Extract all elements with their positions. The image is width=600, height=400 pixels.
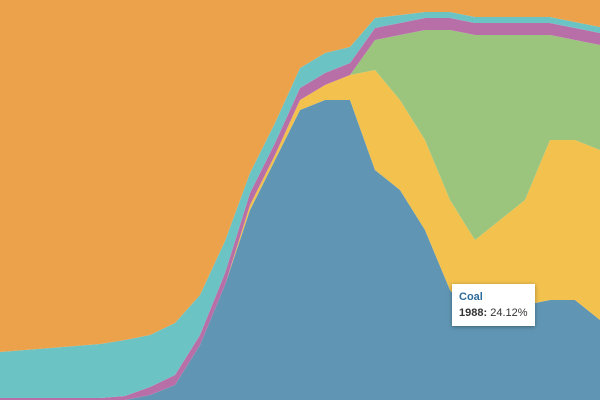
tooltip: Coal 1988: 24.12% <box>452 284 535 326</box>
tooltip-value: 24.12% <box>490 307 528 319</box>
area <box>0 30 600 400</box>
area <box>0 18 600 400</box>
tooltip-label: 1988: <box>459 307 488 319</box>
tooltip-series: Coal <box>459 291 483 303</box>
area <box>0 0 600 352</box>
area <box>0 100 600 400</box>
area <box>0 12 600 398</box>
